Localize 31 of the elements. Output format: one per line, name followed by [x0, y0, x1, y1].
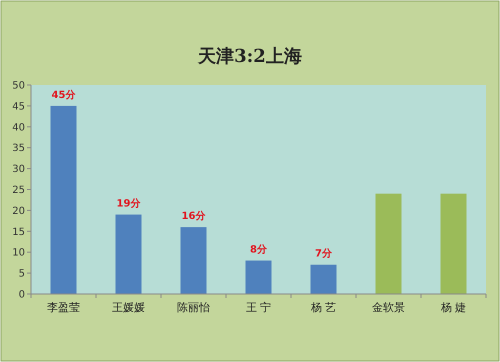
- bar: [310, 264, 336, 294]
- y-tick-label: 45: [12, 101, 25, 112]
- y-tick-label: 15: [12, 226, 25, 238]
- x-tick-label: 杨 婕: [440, 301, 466, 314]
- x-tick-label: 王 宁: [246, 301, 272, 314]
- data-label: 19分: [116, 198, 142, 210]
- y-tick-label: 5: [18, 268, 25, 280]
- y-tick-label: 20: [12, 206, 25, 217]
- y-tick-label: 0: [18, 290, 25, 300]
- x-tick-label: 杨 艺: [310, 301, 336, 314]
- bar: [180, 227, 206, 294]
- y-tick-label: 35: [12, 143, 25, 154]
- x-tick-label: 王媛媛: [112, 301, 145, 314]
- x-tick-label: 李盈莹: [47, 301, 80, 314]
- y-tick-label: 10: [12, 248, 25, 259]
- bar: [440, 194, 466, 294]
- bar: [50, 106, 76, 294]
- x-tick-label: 陈丽怡: [177, 301, 210, 314]
- bar: [246, 260, 272, 294]
- data-label: 16分: [182, 210, 206, 222]
- x-tick-label: 金软景: [372, 301, 405, 314]
- bar: [116, 214, 142, 294]
- chart-title: 天津3:2上海: [197, 46, 302, 67]
- data-label: 8分: [250, 244, 268, 256]
- y-tick-label: 30: [12, 164, 25, 176]
- y-tick-label: 50: [12, 80, 25, 92]
- data-label: 45分: [52, 88, 76, 101]
- y-tick-label: 40: [12, 122, 25, 134]
- y-tick-label: 25: [12, 185, 25, 196]
- bar: [376, 194, 402, 294]
- data-label: 7分: [315, 248, 333, 260]
